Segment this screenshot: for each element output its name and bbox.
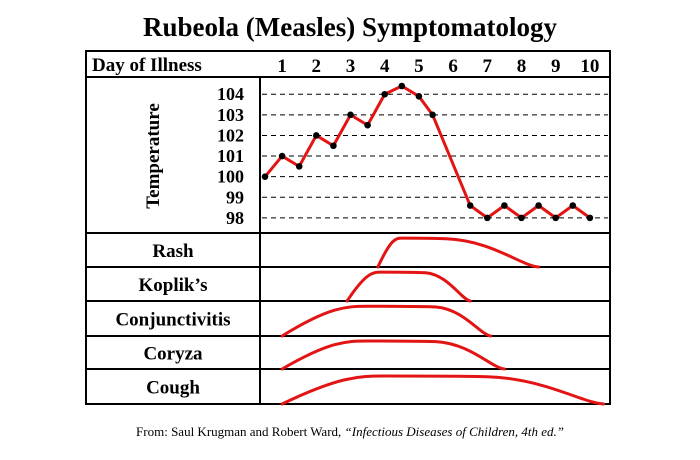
x-axis-label: Day of Illness xyxy=(92,55,202,76)
y-tick-label: 98 xyxy=(226,208,244,228)
x-tick-label: 3 xyxy=(346,56,356,77)
symptom-curve-conjunctivitis xyxy=(280,304,493,338)
temperature-point xyxy=(295,163,303,170)
temperature-point xyxy=(261,173,269,180)
symptom-label-cough: Cough xyxy=(146,378,200,399)
chart-title: Rubeola (Measles) Symptomatology xyxy=(143,12,557,42)
y-tick-label: 103 xyxy=(217,105,244,125)
x-tick-label: 9 xyxy=(551,56,561,77)
temperature-point xyxy=(398,82,406,90)
temperature-point xyxy=(501,202,508,209)
symptom-label-kopliks: Koplik’s xyxy=(139,275,208,296)
temperature-point xyxy=(586,214,594,222)
symptom-label-coryza: Coryza xyxy=(143,344,203,365)
temperature-point xyxy=(552,214,559,222)
x-tick-label: 8 xyxy=(517,56,527,77)
source-reference: “Infectious Diseases of Children, 4th ed… xyxy=(344,424,564,439)
x-tick-label: 5 xyxy=(414,56,424,77)
temperature-point xyxy=(429,111,436,119)
temperature-point xyxy=(466,202,474,209)
temperature-line xyxy=(263,84,591,220)
temperature-point xyxy=(278,152,286,160)
y-tick-label: 100 xyxy=(217,167,244,187)
symptom-label-conjunctivitis: Conjunctivitis xyxy=(115,310,230,331)
y-tick-label: 101 xyxy=(217,146,244,166)
y-tick-label: 99 xyxy=(226,187,244,207)
x-tick-label: 1 xyxy=(277,56,287,77)
temperature-point xyxy=(484,214,491,222)
x-tick-label: 4 xyxy=(380,56,390,77)
x-tick-label: 10 xyxy=(580,56,599,77)
x-tick-label: 7 xyxy=(483,56,493,77)
temperature-point xyxy=(569,202,577,209)
x-tick-label: 6 xyxy=(448,56,458,77)
y-axis-label: Temperature xyxy=(143,103,164,209)
symptom-curve-coryza xyxy=(280,339,506,371)
y-tick-label: 102 xyxy=(217,125,244,145)
temperature-point xyxy=(364,121,371,129)
symptom-curve-rash xyxy=(376,236,541,269)
temperature-point xyxy=(330,142,337,150)
temperature-point xyxy=(415,93,423,100)
source-citation: From: Saul Krugman and Robert Ward, “Inf… xyxy=(0,424,700,440)
temperature-point xyxy=(313,132,320,139)
symptom-label-rash: Rash xyxy=(152,241,194,262)
x-tick-label: 2 xyxy=(312,56,322,77)
chart-labels: Day of Illness 1 2 3 4 5 6 7 8 9 10 104103102101100… xyxy=(92,55,599,399)
y-tick-label: 104 xyxy=(217,84,244,104)
symptom-curve-cough xyxy=(280,374,606,406)
temperature-point xyxy=(381,90,389,98)
temperature-point xyxy=(518,214,525,222)
chart-curves xyxy=(261,82,606,406)
temperature-point xyxy=(535,202,542,209)
symptom-curve-kopliks xyxy=(345,270,472,303)
chart-frame xyxy=(85,50,611,405)
outer-border xyxy=(85,50,611,405)
temperature-point xyxy=(347,111,354,119)
source-authors: From: Saul Krugman and Robert Ward, xyxy=(136,424,345,439)
